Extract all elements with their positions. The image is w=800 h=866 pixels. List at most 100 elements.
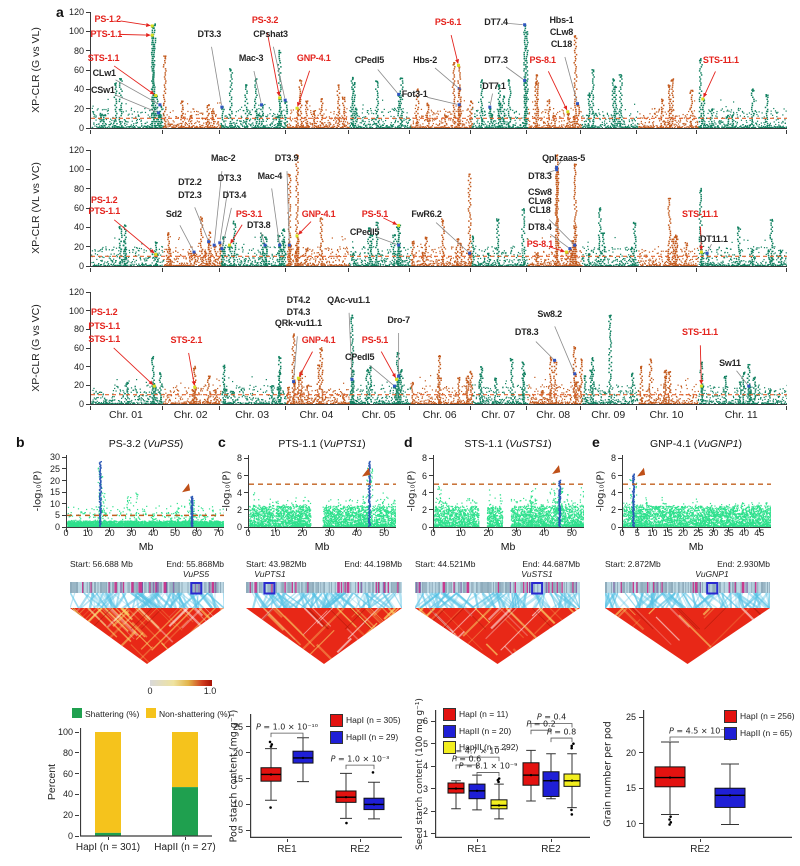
tick-mark bbox=[696, 267, 698, 272]
gwas-ytick: 8 bbox=[421, 453, 427, 464]
tick-mark bbox=[90, 405, 91, 410]
tick-mark bbox=[526, 129, 528, 134]
tick-mark bbox=[429, 457, 433, 459]
bar-ytick: 60 bbox=[62, 768, 73, 779]
tick-mark bbox=[636, 267, 638, 272]
ld-end-e: End: 2.930Mb bbox=[717, 559, 770, 569]
gwas-ytick: 8 bbox=[236, 453, 242, 464]
xp-ytick: 40 bbox=[73, 222, 84, 233]
qtl-annotation-dt3.3: DT3.3 bbox=[217, 172, 242, 183]
tick-mark bbox=[476, 839, 478, 842]
gwas-xtick: 25 bbox=[693, 528, 704, 538]
tick-mark bbox=[62, 514, 66, 516]
tick-mark bbox=[469, 129, 471, 134]
chrom-label-5: Chr. 05 bbox=[361, 409, 396, 421]
xp-ytick: 40 bbox=[73, 361, 84, 372]
tick-mark bbox=[329, 528, 331, 532]
qtl-annotation-cpshat3: CPshat3 bbox=[253, 29, 288, 40]
box-legend-swatch bbox=[443, 708, 456, 721]
qtl-annotation-ps-3.2: PS-3.2 bbox=[251, 15, 279, 26]
xp-ytick: 0 bbox=[78, 261, 84, 271]
tick-mark bbox=[409, 405, 411, 410]
tick-mark bbox=[618, 509, 622, 511]
bar-ytick: 0 bbox=[67, 831, 73, 841]
tick-mark bbox=[409, 129, 411, 134]
bar-ytick: 20 bbox=[62, 810, 73, 821]
qtl-annotation-gnp-4.1: GNP-4.1 bbox=[301, 335, 336, 346]
tick-mark bbox=[85, 30, 90, 32]
tick-mark bbox=[245, 726, 250, 728]
gwas-xtick: 40 bbox=[148, 528, 159, 538]
gwas-ytick: 2 bbox=[236, 504, 242, 515]
tick-mark bbox=[244, 475, 248, 477]
grain-number-boxplot bbox=[643, 710, 792, 838]
qtl-annotation-qrk-vu11.1: QRk-vu11.1 bbox=[274, 318, 322, 329]
tick-mark bbox=[174, 528, 176, 532]
gwas-ytick: 6 bbox=[421, 470, 427, 481]
gwas-xtick: 40 bbox=[351, 528, 362, 538]
qtl-annotation-dt3.9: DT3.9 bbox=[274, 153, 299, 164]
tick-mark bbox=[652, 528, 653, 532]
tick-mark bbox=[638, 752, 643, 754]
tick-mark bbox=[636, 528, 638, 532]
box-legend-label: HapI (n = 305) bbox=[346, 715, 401, 725]
tick-mark bbox=[618, 457, 622, 459]
tick-mark bbox=[347, 129, 349, 134]
qtl-annotation-dt8.3: DT8.3 bbox=[528, 170, 552, 181]
tick-mark bbox=[488, 528, 490, 532]
tick-mark bbox=[65, 528, 67, 532]
tick-mark bbox=[62, 468, 66, 470]
tick-mark bbox=[682, 528, 684, 532]
tick-mark bbox=[245, 752, 250, 754]
chrom-label-7: Chr. 07 bbox=[481, 409, 516, 421]
tick-mark bbox=[469, 267, 471, 272]
tick-mark bbox=[638, 823, 643, 825]
tick-mark bbox=[85, 50, 90, 52]
qtl-annotation-ps-5.1: PS-5.1 bbox=[361, 335, 389, 346]
xp-ytick: 120 bbox=[68, 287, 84, 297]
gwas-plot-e bbox=[622, 455, 771, 528]
tick-mark bbox=[184, 837, 186, 840]
tick-mark bbox=[85, 88, 90, 90]
tick-mark bbox=[430, 720, 435, 722]
gwas-title-c: PTS-1.1 (VuPTS1) bbox=[278, 438, 366, 450]
qtl-annotation-cpedl5: CPedl5 bbox=[349, 227, 380, 238]
tick-mark bbox=[638, 787, 643, 789]
xp-ytick: 100 bbox=[68, 164, 84, 175]
tick-mark bbox=[579, 129, 581, 134]
qtl-annotation-dt3.3: DT3.3 bbox=[197, 29, 222, 40]
bar-ylabel: Percent bbox=[46, 763, 58, 801]
gwas-title-b: PS-3.2 (VuPS5) bbox=[108, 438, 184, 450]
gwas-ytick: 8 bbox=[610, 453, 616, 464]
tick-mark bbox=[85, 69, 90, 71]
tick-mark bbox=[550, 839, 552, 842]
box-ytick: 25 bbox=[625, 712, 636, 723]
gwas-ylabel-d: -log₁₀(P) bbox=[406, 470, 418, 512]
tick-mark bbox=[109, 528, 111, 532]
tick-mark bbox=[75, 773, 79, 775]
tick-mark bbox=[786, 267, 787, 272]
qtl-annotation-ps-1.2: PS-1.2 bbox=[91, 194, 118, 205]
qtl-annotation-sts-2.1: STS-2.1 bbox=[170, 335, 203, 346]
gwas-xtick: 0 bbox=[63, 528, 69, 538]
gwas-xtick: 20 bbox=[678, 528, 689, 538]
tick-mark bbox=[244, 509, 248, 511]
qtl-annotation-cl18: CL18 bbox=[550, 39, 573, 50]
chrom-label-2: Chr. 02 bbox=[173, 409, 208, 421]
tick-mark bbox=[85, 246, 90, 248]
box-xcat-label: RE2 bbox=[690, 844, 710, 855]
tick-mark bbox=[526, 405, 528, 410]
box-legend-label: HapI (n = 256) bbox=[740, 711, 795, 721]
tick-mark bbox=[543, 528, 545, 532]
tick-mark bbox=[107, 837, 109, 840]
tick-mark bbox=[219, 129, 221, 134]
xp-ytick: 20 bbox=[73, 241, 84, 252]
tick-mark bbox=[356, 528, 358, 532]
qtl-annotation-dt2.2: DT2.2 bbox=[178, 177, 202, 188]
qtl-annotation-dt3.4: DT3.4 bbox=[222, 190, 247, 201]
box-legend-label: HapII (n = 65) bbox=[740, 728, 793, 738]
gwas-xtick: 20 bbox=[297, 528, 308, 538]
tick-mark bbox=[85, 127, 90, 129]
qtl-annotation-mac-2: Mac-2 bbox=[210, 153, 236, 164]
gwas-ytick: 30 bbox=[49, 452, 60, 463]
